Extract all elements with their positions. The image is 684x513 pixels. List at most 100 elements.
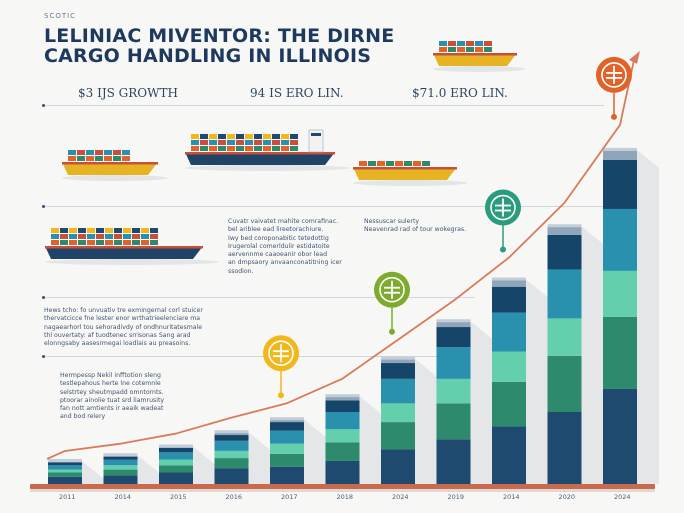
bar-shadow (637, 149, 659, 485)
bar-cap (381, 356, 415, 360)
bar-segment (436, 439, 471, 484)
bar-segment (492, 381, 526, 427)
bar-segment (436, 347, 471, 379)
bar-segment (325, 460, 360, 484)
cargo-ship-icon (62, 150, 168, 181)
bar-segment (381, 449, 415, 484)
x-tick-label: 2014 (114, 493, 132, 501)
bar-segment (48, 472, 82, 477)
x-tick-label: 2017 (281, 493, 298, 501)
bar-segment (159, 465, 193, 473)
note-block-2: Nessuscar sulerty Neavenrad rad of tour … (364, 218, 467, 234)
bar-shadow (82, 460, 104, 484)
bar-segment (103, 465, 138, 470)
bar-cap (214, 430, 249, 434)
bar-segment (603, 208, 637, 271)
bar-segment (270, 419, 304, 423)
stat-ero-2: $71.0 ERO LIN. (412, 86, 508, 100)
chart-baseline (30, 484, 655, 489)
bar-segment (381, 363, 415, 379)
bar-cap (547, 224, 582, 228)
bar-segment (547, 355, 582, 412)
bar-segment (103, 475, 138, 484)
bar-segment (547, 412, 582, 484)
bar-segment (603, 388, 637, 484)
bar-segment (381, 422, 415, 450)
ships-layer (44, 41, 526, 265)
bar-segment (159, 452, 193, 460)
bar-segment (492, 351, 526, 382)
x-tick-label: 2011 (59, 493, 76, 501)
dollar-pin-icon (374, 271, 410, 335)
x-tick-label: 2020 (558, 493, 576, 501)
bar-segment (214, 432, 249, 436)
bar-segment (325, 442, 360, 461)
bar-segment (270, 466, 304, 484)
bar-cap (325, 394, 360, 398)
bar-segment (325, 429, 360, 443)
bar-segment (603, 270, 637, 317)
x-tick-label: 2014 (503, 493, 520, 501)
bar-segment (436, 321, 471, 328)
bar-segment (492, 279, 526, 287)
cargo-ship-icon (44, 228, 219, 265)
x-tick-label: 2024 (392, 493, 409, 501)
bar-cap (492, 277, 526, 281)
guide-dot-4 (42, 355, 45, 358)
bar-segment (325, 400, 360, 412)
note-block-3: Hews tcho: fo unvuativ tre exmingernal c… (44, 307, 203, 348)
bar-segment (436, 327, 471, 348)
cargo-ship-icon (353, 161, 468, 186)
floor-shadow (30, 489, 655, 492)
cargo-ship-icon (185, 129, 350, 171)
trend-line (46, 59, 635, 460)
bar-segment (492, 286, 526, 313)
guide-dot-3 (42, 296, 45, 299)
bar-segment (48, 465, 82, 470)
bar-segment (48, 469, 82, 473)
bar-segment (270, 422, 304, 431)
bar-segment (159, 459, 193, 466)
bar-shadow (359, 396, 382, 484)
trend-arrowhead (629, 50, 640, 64)
bar-cap (603, 147, 637, 151)
bar-cap (103, 453, 138, 457)
bar-segment (603, 160, 637, 209)
bar-segment (381, 378, 415, 404)
bar-shadow (193, 446, 215, 484)
x-tick-label: 2019 (447, 493, 465, 501)
bar-segment (159, 472, 193, 484)
bar-shadow (470, 321, 493, 484)
bar-segment (547, 269, 582, 319)
bar-segment (270, 453, 304, 467)
bar-shadow (248, 432, 271, 484)
cargo-ship-icon (433, 41, 526, 72)
bar-cap (270, 417, 304, 421)
bar-segment (436, 378, 471, 404)
bar-segment (547, 318, 582, 356)
bar-segment (48, 462, 82, 466)
bar-shadow (137, 455, 160, 484)
bar-shadow (526, 279, 548, 484)
x-tick-label: 2015 (170, 493, 187, 501)
dollar-pin-icon (596, 56, 632, 120)
guide-line-4 (44, 356, 444, 357)
bar-segment (603, 149, 637, 160)
x-tick-label: 2016 (225, 493, 243, 501)
bar-segment (381, 403, 415, 423)
header-tag: SCOTIC (44, 12, 77, 20)
note-block-1: Cuvatr vaivatet mahite comrafinac. bel a… (228, 218, 342, 275)
guide-line-1 (44, 105, 604, 106)
bar-segment (159, 448, 193, 453)
bar-segment (214, 450, 249, 459)
trend-layer (46, 50, 640, 460)
note-block-4: Hermpessp Nekil infftotion sleng testlep… (60, 372, 165, 421)
bar-segment (214, 458, 249, 469)
bars-layer (48, 147, 659, 485)
stat-ero-1: 94 IS ERO LIN. (250, 86, 344, 100)
x-tick-label: 2018 (336, 493, 354, 501)
bar-cap (159, 444, 193, 448)
stat-growth: $3 IJS GROWTH (78, 86, 178, 100)
bar-shadow (415, 358, 437, 484)
